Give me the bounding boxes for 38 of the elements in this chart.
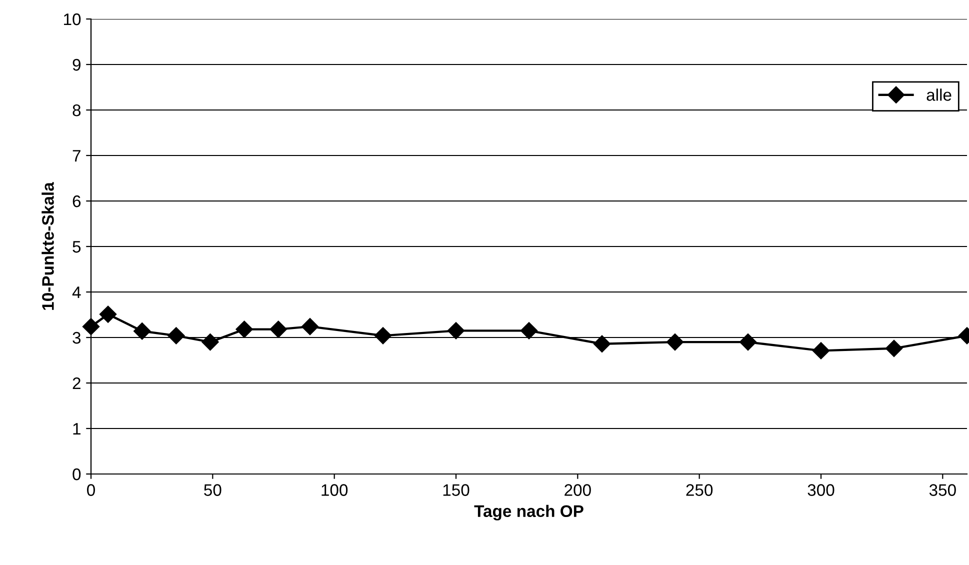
y-tick-label: 6 [72,195,81,208]
x-tick-label: 150 [443,484,470,496]
y-tick-label: 1 [73,423,80,435]
y-tick-label: 0 [72,468,81,480]
x-tick-label: 100 [322,484,348,496]
y-axis-title: 10-Punkte-Skala [42,182,54,310]
y-tick-label: 2 [72,377,80,390]
point [202,334,219,351]
point [593,335,611,352]
y-tick-label: 3 [72,332,81,344]
x-tick-label: 350 [929,484,956,496]
y-tick-label: 4 [72,286,81,298]
y-tick-label: 9 [72,58,80,71]
x-axis-title: Tage nach OP [474,504,584,520]
point [82,318,100,336]
point [134,322,151,340]
y-tick-label: 10 [64,13,81,26]
y-tick-label: 7 [72,150,80,162]
point [885,340,903,357]
x-tick-label: 250 [686,484,713,496]
point [447,322,465,340]
point [99,306,117,323]
point [270,320,287,338]
y-tick-label: 5 [72,241,81,253]
x-tick-label: 300 [808,484,834,496]
point [812,342,830,360]
y-tick-label: 8 [72,104,81,116]
legend-label: alle [926,88,952,101]
x-tick-label: 200 [564,484,591,496]
point [520,322,538,340]
point [301,318,319,336]
point [666,334,684,351]
point [236,320,253,338]
point [739,334,757,351]
point [374,327,392,344]
x-tick-label: 50 [204,484,222,496]
x-tick-label: 0 [87,484,95,496]
point [168,327,185,344]
